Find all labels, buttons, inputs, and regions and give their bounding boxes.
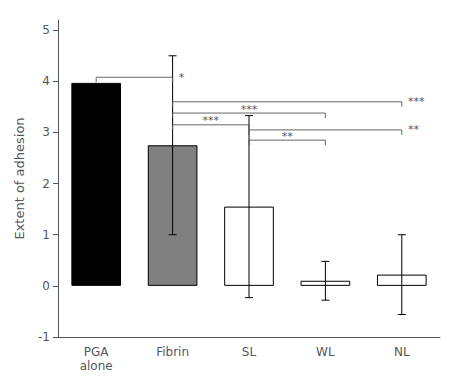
- svg-text:1: 1: [42, 228, 50, 242]
- svg-text:SL: SL: [242, 345, 257, 359]
- svg-text:5: 5: [42, 23, 50, 37]
- svg-text:WL: WL: [316, 345, 335, 359]
- svg-text:***: ***: [408, 95, 425, 108]
- svg-text:3: 3: [42, 125, 50, 139]
- svg-text:4: 4: [42, 74, 50, 88]
- svg-text:alone: alone: [80, 359, 113, 373]
- svg-text:NL: NL: [394, 345, 410, 359]
- svg-text:**: **: [408, 123, 420, 136]
- svg-text:Fibrin: Fibrin: [156, 345, 189, 359]
- svg-text:Extent of adhesion: Extent of adhesion: [12, 117, 27, 239]
- svg-text:2: 2: [42, 177, 50, 191]
- svg-text:PGA: PGA: [84, 345, 110, 359]
- svg-text:0: 0: [42, 279, 50, 293]
- svg-text:***: ***: [241, 103, 258, 116]
- svg-text:***: ***: [203, 114, 220, 127]
- svg-text:-1: -1: [38, 330, 50, 344]
- svg-text:**: **: [282, 130, 294, 143]
- svg-text:*: *: [179, 71, 185, 84]
